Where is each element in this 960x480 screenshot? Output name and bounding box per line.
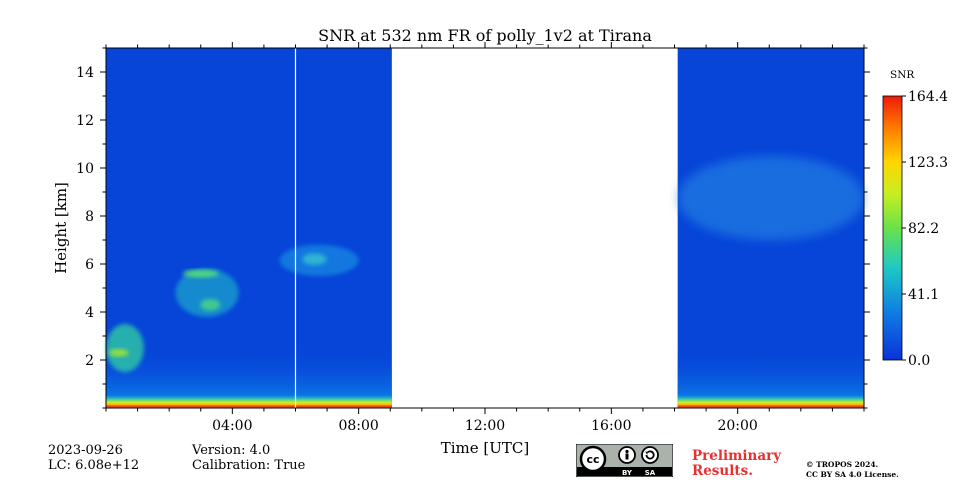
y-tick-label: 6 (85, 257, 94, 273)
y-tick-label: 4 (85, 305, 94, 321)
colorbar-tick-label: 0.0 (908, 353, 930, 369)
feature-cirrus-layer (677, 156, 864, 240)
cc-text: cc (586, 453, 599, 466)
colorbar-label: SNR (890, 69, 915, 81)
info-left: 2023-09-26 LC: 6.08e+12 (48, 443, 139, 473)
surface-band-2 (677, 394, 864, 408)
boundary-haze-2 (677, 348, 864, 399)
colorbar-ticks: 164.4 123.3 82.2 41.1 0.0 (902, 89, 948, 369)
x-tick-label: 04:00 (212, 418, 252, 434)
info-right: Version: 4.0 Calibration: True (192, 443, 305, 473)
x-tick-label: 16:00 (591, 418, 631, 434)
copyright-note: © TROPOS 2024. CC BY SA 4.0 License. (806, 460, 899, 480)
feature-mid-cloud-layer-1 (175, 268, 239, 317)
cc-circle-icon (579, 445, 607, 473)
version-text: Version: 4.0 (192, 443, 271, 458)
surface-band-1 (106, 394, 392, 408)
x-tick-label: 08:00 (338, 418, 378, 434)
y-tick-label: 12 (76, 113, 94, 129)
boundary-haze-1 (106, 348, 392, 399)
y-tick-label: 14 (76, 65, 94, 81)
x-tick-label: 20:00 (717, 418, 757, 434)
sa-text: SA (645, 469, 656, 477)
colorbar-tick-label: 41.1 (908, 287, 939, 303)
colorbar: SNR 164.4 123.3 82.2 41.1 0.0 (882, 69, 948, 369)
plot-area (105, 47, 865, 409)
sa-share-icon (641, 446, 659, 464)
y-axis: 2 4 6 8 10 12 14 (76, 47, 870, 409)
colorbar-tick-label: 123.3 (908, 155, 948, 171)
copyright-line-2: CC BY SA 4.0 License. (806, 470, 899, 479)
by-text: BY (622, 469, 633, 477)
y-tick-label: 8 (85, 209, 94, 225)
atmospheric-features (106, 156, 864, 372)
x-axis-label: Time [UTC] (441, 439, 530, 457)
prelim-line-2: Results. (692, 463, 753, 479)
cc-license-badge: cc BY SA (576, 444, 673, 477)
x-tick-label: 12:00 (465, 418, 505, 434)
colorbar-gradient (882, 95, 903, 361)
prelim-line-1: Preliminary (692, 448, 782, 464)
y-axis-label: Height [km] (52, 182, 70, 274)
date-text: 2023-09-26 (48, 443, 123, 458)
chart-title: SNR at 532 nm FR of polly_1v2 at Tirana (318, 26, 652, 45)
colorbar-tick-label: 164.4 (908, 89, 948, 105)
feature-core-mid-cloud-2 (302, 253, 327, 266)
feature-core-low-aerosol (108, 348, 129, 357)
x-axis: 04:00 08:00 12:00 16:00 20:00 (105, 42, 865, 434)
lc-text: LC: 6.08e+12 (48, 458, 140, 473)
feature-core-mid-cloud-1b (200, 298, 221, 311)
y-tick-label: 10 (76, 161, 94, 177)
copyright-line-1: © TROPOS 2024. (806, 460, 879, 469)
calibration-text: Calibration: True (192, 458, 306, 473)
colorbar-tick-label: 82.2 (908, 221, 939, 237)
y-tick-label: 2 (85, 353, 94, 369)
feature-low-aerosol-layer (106, 324, 144, 372)
feature-core-mid-cloud-1 (182, 269, 219, 278)
preliminary-results-note: Preliminary Results. (692, 449, 781, 479)
